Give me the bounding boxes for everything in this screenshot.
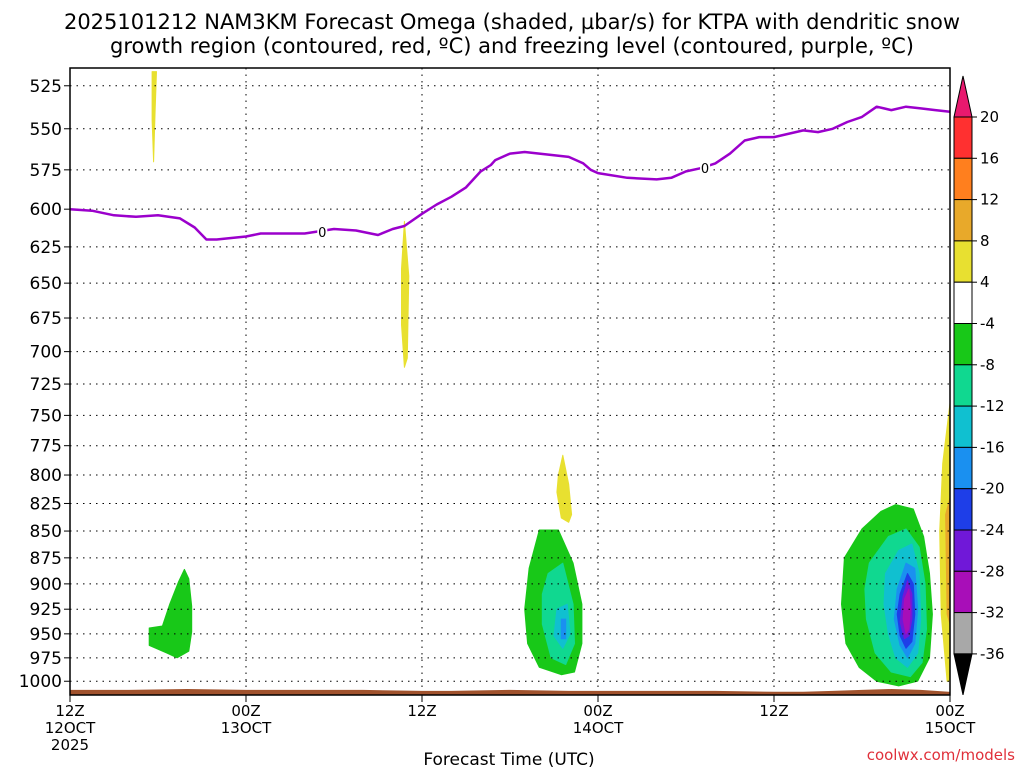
plot-frame	[69, 67, 951, 696]
colorbar-swatch-5	[953, 281, 973, 325]
chart-title-line-1: 2025101212 NAM3KM Forecast Omega (shaded…	[64, 10, 960, 34]
y-tick-label-850: 850	[30, 522, 62, 542]
colorbar-label-7: -12	[980, 397, 1005, 415]
y-tick-label-675: 675	[30, 309, 62, 329]
y-tick-label-1000: 1000	[19, 672, 62, 692]
colorbar: 20 16 12 8 4 -4 -8 -12 -16 -20 -24 -28 -32 -36	[953, 75, 1005, 696]
plot-area: 00	[69, 67, 951, 696]
x-axis-label: Forecast Time (UTC)	[423, 750, 594, 768]
y-tick-label-700: 700	[30, 343, 62, 363]
freezing-level-line	[69, 105, 951, 241]
freezing-label-bg-1	[700, 161, 711, 175]
y-tick-label-975: 975	[30, 649, 62, 669]
y-tick-label-950: 950	[30, 625, 62, 645]
freezing-level-contour: 00	[69, 105, 951, 241]
x-tick-label-36-1: 14OCT	[573, 719, 624, 737]
y-tick-label-725: 725	[30, 375, 62, 395]
colorbar-label-10: -24	[980, 521, 1005, 539]
colorbar-swatch-8	[953, 405, 973, 448]
ground-terrain	[69, 688, 951, 696]
colorbar-swatch-7	[953, 364, 973, 407]
colorbar-label-0: 20	[980, 108, 999, 126]
colorbar-swatch-13	[953, 612, 973, 655]
x-tick-label-36-0: 00Z	[583, 702, 612, 720]
omega-blob-sinking-2	[401, 220, 410, 368]
colorbar-swatch-10	[953, 488, 973, 531]
colorbar-label-12: -32	[980, 604, 1005, 622]
x-tick-label-0-2: 2025	[51, 736, 89, 754]
credit-text: coolwx.com/models	[867, 746, 1015, 764]
y-tick-label-600: 600	[30, 200, 62, 220]
colorbar-label-11: -28	[980, 562, 1005, 580]
x-tick-label-12-1: 13OCT	[221, 719, 272, 737]
colorbar-label-8: -16	[980, 438, 1005, 456]
colorbar-arrow-bottom	[953, 653, 973, 696]
x-tick-label-0-1: 12OCT	[45, 719, 96, 737]
x-tick-label-24-0: 12Z	[407, 702, 436, 720]
colorbar-arrow-top	[953, 75, 973, 118]
omega-shading	[148, 71, 951, 687]
colorbar-label-6: -8	[980, 356, 995, 374]
x-tick-label-12-0: 00Z	[231, 702, 260, 720]
colorbar-label-9: -20	[980, 480, 1005, 498]
y-tick-label-625: 625	[30, 238, 62, 258]
colorbar-swatch-4	[953, 240, 973, 283]
omega-blob-rising-14	[902, 588, 911, 635]
colorbar-swatch-3	[953, 199, 973, 242]
plot-background	[70, 68, 950, 695]
y-tick-label-925: 925	[30, 600, 62, 620]
omega-blob-rising-7	[560, 618, 567, 640]
pressure-axis: 525 550 575 600 625 650 675 700 725 750 775 800 825 8…	[19, 77, 70, 692]
y-tick-label-900: 900	[30, 575, 62, 595]
y-tick-label-650: 650	[30, 274, 62, 294]
chart-title-line-2: growth region (contoured, red, ºC) and f…	[110, 34, 914, 58]
y-tick-label-800: 800	[30, 466, 62, 486]
x-tick-label-48-0: 12Z	[759, 702, 788, 720]
omega-blob-sinking-1	[151, 71, 157, 163]
y-tick-label-825: 825	[30, 494, 62, 514]
colorbar-swatch-6	[953, 323, 973, 366]
y-tick-label-525: 525	[30, 77, 62, 97]
y-tick-label-875: 875	[30, 549, 62, 569]
omega-blob-rising-0	[148, 568, 193, 659]
colorbar-label-5: -4	[980, 315, 995, 333]
colorbar-swatch-2	[953, 157, 973, 201]
colorbar-label-3: 8	[980, 232, 990, 250]
ground-terrain-fill	[69, 688, 951, 696]
y-tick-label-550: 550	[30, 120, 62, 140]
freezing-level-label-1: 0	[701, 162, 709, 177]
colorbar-label-2: 12	[980, 191, 999, 209]
colorbar-label-1: 16	[980, 149, 999, 167]
colorbar-swatch-9	[953, 446, 973, 490]
y-tick-label-750: 750	[30, 406, 62, 426]
colorbar-swatch-12	[953, 570, 973, 614]
freezing-level-label-0: 0	[318, 226, 326, 241]
x-tick-label-0-0: 12Z	[55, 702, 84, 720]
colorbar-swatch-11	[953, 529, 973, 572]
colorbar-label-4: 4	[980, 273, 990, 291]
freezing-label-bg-0	[317, 224, 328, 238]
y-tick-label-575: 575	[30, 161, 62, 181]
x-tick-label-60-1: 15OCT	[925, 719, 976, 737]
y-tick-label-775: 775	[30, 437, 62, 457]
colorbar-label-13: -36	[980, 645, 1005, 663]
colorbar-swatch-1	[953, 116, 973, 159]
x-tick-label-60-0: 00Z	[935, 702, 964, 720]
omega-blob-sinking-3	[556, 454, 573, 523]
